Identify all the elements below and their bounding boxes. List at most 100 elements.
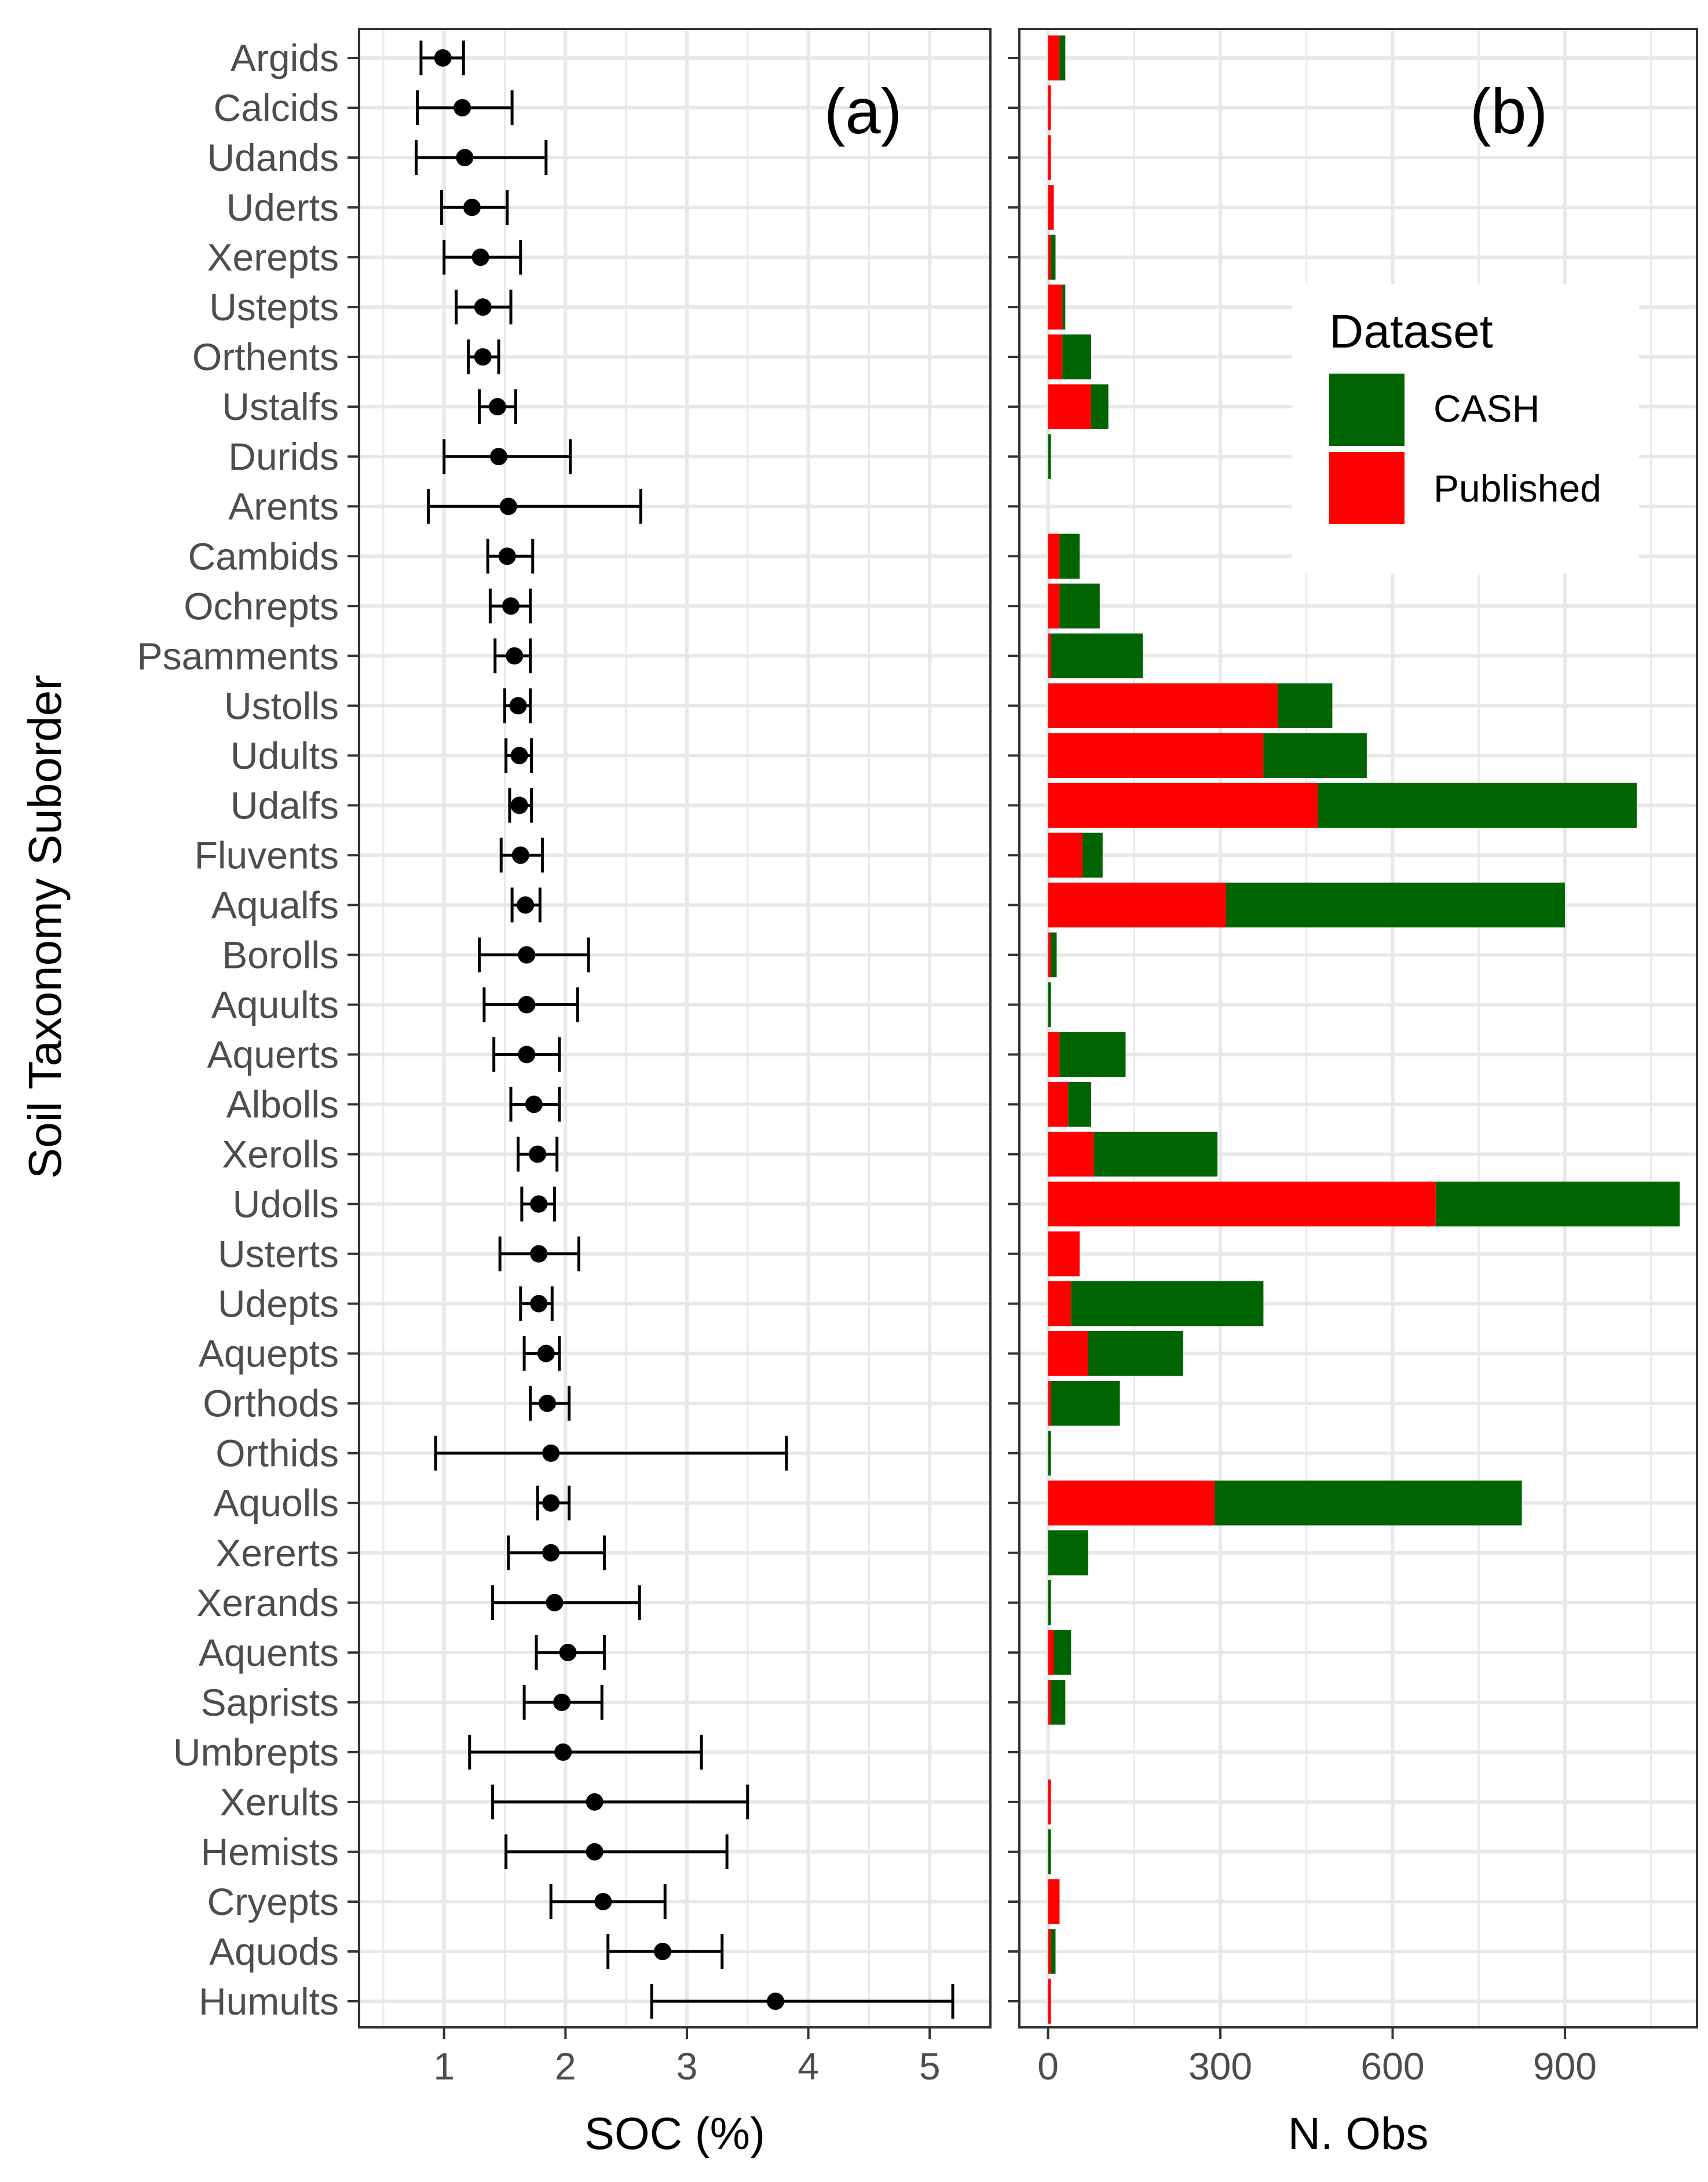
bar-cash-fluvents <box>1082 832 1103 878</box>
error-bar-argids <box>419 41 465 75</box>
bar-published-xerepts <box>1048 235 1051 280</box>
error-bar-calcids <box>416 90 514 126</box>
bar-published-xerolls <box>1048 1131 1094 1177</box>
mean-point-aquepts <box>537 1344 555 1362</box>
bar-cash-saprists <box>1051 1680 1066 1725</box>
mean-point-udalfs <box>510 796 528 814</box>
panel-b-x-axis-label: N. Obs <box>1288 2108 1429 2159</box>
bar-cash-xerepts <box>1051 235 1056 280</box>
category-label: Aqualfs <box>211 883 339 926</box>
mean-point-xerands <box>546 1593 564 1611</box>
mean-point-durids <box>490 448 508 466</box>
legend-label-published: Published <box>1433 467 1601 510</box>
legend-swatch-published <box>1329 452 1405 524</box>
mean-point-argids <box>434 49 452 67</box>
panel-a-x-tick-label: 3 <box>676 2045 698 2088</box>
bar-published-albolls <box>1048 1081 1069 1127</box>
mean-point-arents <box>499 498 517 516</box>
error-bar-orthids <box>434 1435 788 1471</box>
bar-cash-ustepts <box>1062 284 1066 330</box>
category-label: Hemists <box>201 1830 339 1873</box>
category-label: Udalfs <box>231 784 339 827</box>
mean-point-usterts <box>530 1245 548 1263</box>
bar-published-aquods <box>1048 1929 1051 1974</box>
panel-b-category-axis <box>1008 57 1019 2002</box>
panel-b-x-tick-label: 300 <box>1188 2045 1252 2088</box>
bar-cash-aqualfs <box>1226 882 1565 928</box>
category-label: Albolls <box>226 1083 339 1126</box>
bar-published-usterts <box>1048 1231 1080 1277</box>
category-label: Ustepts <box>209 286 339 328</box>
error-bar-cambids <box>486 539 535 574</box>
bar-cash-orthents <box>1062 334 1091 379</box>
mean-point-psamments <box>506 647 524 665</box>
legend-label-cash: CASH <box>1433 387 1539 430</box>
bar-published-fluvents <box>1048 832 1083 878</box>
bar-cash-argids <box>1059 35 1066 81</box>
bar-cash-xerands <box>1048 1580 1051 1625</box>
bar-published-cryepts <box>1048 1879 1060 1924</box>
error-bar-xerolls <box>517 1136 559 1172</box>
bar-cash-aquods <box>1051 1929 1056 1974</box>
error-bar-udepts <box>519 1286 554 1321</box>
category-label: Arents <box>228 485 339 528</box>
bar-published-aqualfs <box>1048 882 1226 928</box>
category-label: Orthods <box>203 1382 339 1425</box>
category-label: Xerepts <box>207 236 339 279</box>
mean-point-udepts <box>530 1295 548 1313</box>
error-bar-uderts <box>440 190 509 225</box>
panel-b-stacked-bars <box>1048 35 1680 2024</box>
panel-b-observations-chart: 0 300 600 900 (b) N. Obs Dataset CASH Publi… <box>1008 28 1698 2159</box>
category-label: Xerults <box>220 1781 339 1823</box>
bar-cash-ustalfs <box>1091 384 1109 429</box>
category-label: Xerolls <box>222 1133 339 1176</box>
panel-b-border <box>1018 28 1698 2029</box>
bar-published-argids <box>1048 35 1060 81</box>
error-bar-udalfs <box>508 788 533 823</box>
panel-a-error-bars <box>415 41 954 2019</box>
panel-a-background <box>359 29 990 2027</box>
error-bar-psamments <box>493 638 532 674</box>
category-label: Aquods <box>209 1930 339 1973</box>
bar-published-udands <box>1048 135 1051 180</box>
error-bar-orthents <box>467 339 500 375</box>
mean-point-cambids <box>498 547 516 565</box>
error-bar-aquults <box>482 987 579 1022</box>
bar-published-aquolls <box>1048 1481 1215 1526</box>
bar-cash-xererts <box>1048 1530 1088 1576</box>
category-label: Aquepts <box>199 1332 339 1375</box>
error-bar-durids <box>442 439 572 474</box>
mean-point-xerults <box>586 1793 604 1811</box>
bar-published-aquents <box>1048 1630 1054 1675</box>
panel-a-soc-chart: Argids Calcids Udands Uderts Xerepts Ustepts O… <box>137 28 992 2159</box>
mean-point-xerepts <box>471 248 489 266</box>
mean-point-udolls <box>530 1195 548 1213</box>
mean-point-aquents <box>559 1643 577 1661</box>
bar-cash-cambids <box>1059 533 1080 579</box>
mean-point-aquolls <box>542 1494 560 1512</box>
bar-cash-hemists <box>1048 1829 1051 1874</box>
bar-published-psamments <box>1048 633 1051 679</box>
category-label: Xererts <box>215 1532 339 1574</box>
error-bar-udolls <box>520 1186 556 1222</box>
bar-published-ochrepts <box>1048 583 1060 628</box>
error-bar-aquods <box>606 1934 724 1969</box>
mean-point-ustalfs <box>488 398 506 416</box>
error-bar-ustepts <box>455 290 513 325</box>
category-label: Udepts <box>218 1282 339 1325</box>
bar-published-cambids <box>1048 533 1060 579</box>
error-bar-xerepts <box>442 240 522 275</box>
mean-point-calcids <box>453 99 471 117</box>
category-label: Fluvents <box>195 834 339 876</box>
bar-cash-albolls <box>1068 1081 1091 1127</box>
panel-a-x-axis-label: SOC (%) <box>584 2108 765 2159</box>
category-label: Durids <box>228 435 339 478</box>
error-bar-ustolls <box>503 688 532 723</box>
error-bar-aquepts <box>522 1336 561 1371</box>
mean-point-ochrepts <box>502 597 520 615</box>
category-label: Udults <box>231 734 339 777</box>
category-label: Psamments <box>137 634 339 677</box>
error-bar-aquolls <box>536 1485 571 1521</box>
category-label: Uderts <box>226 186 339 229</box>
